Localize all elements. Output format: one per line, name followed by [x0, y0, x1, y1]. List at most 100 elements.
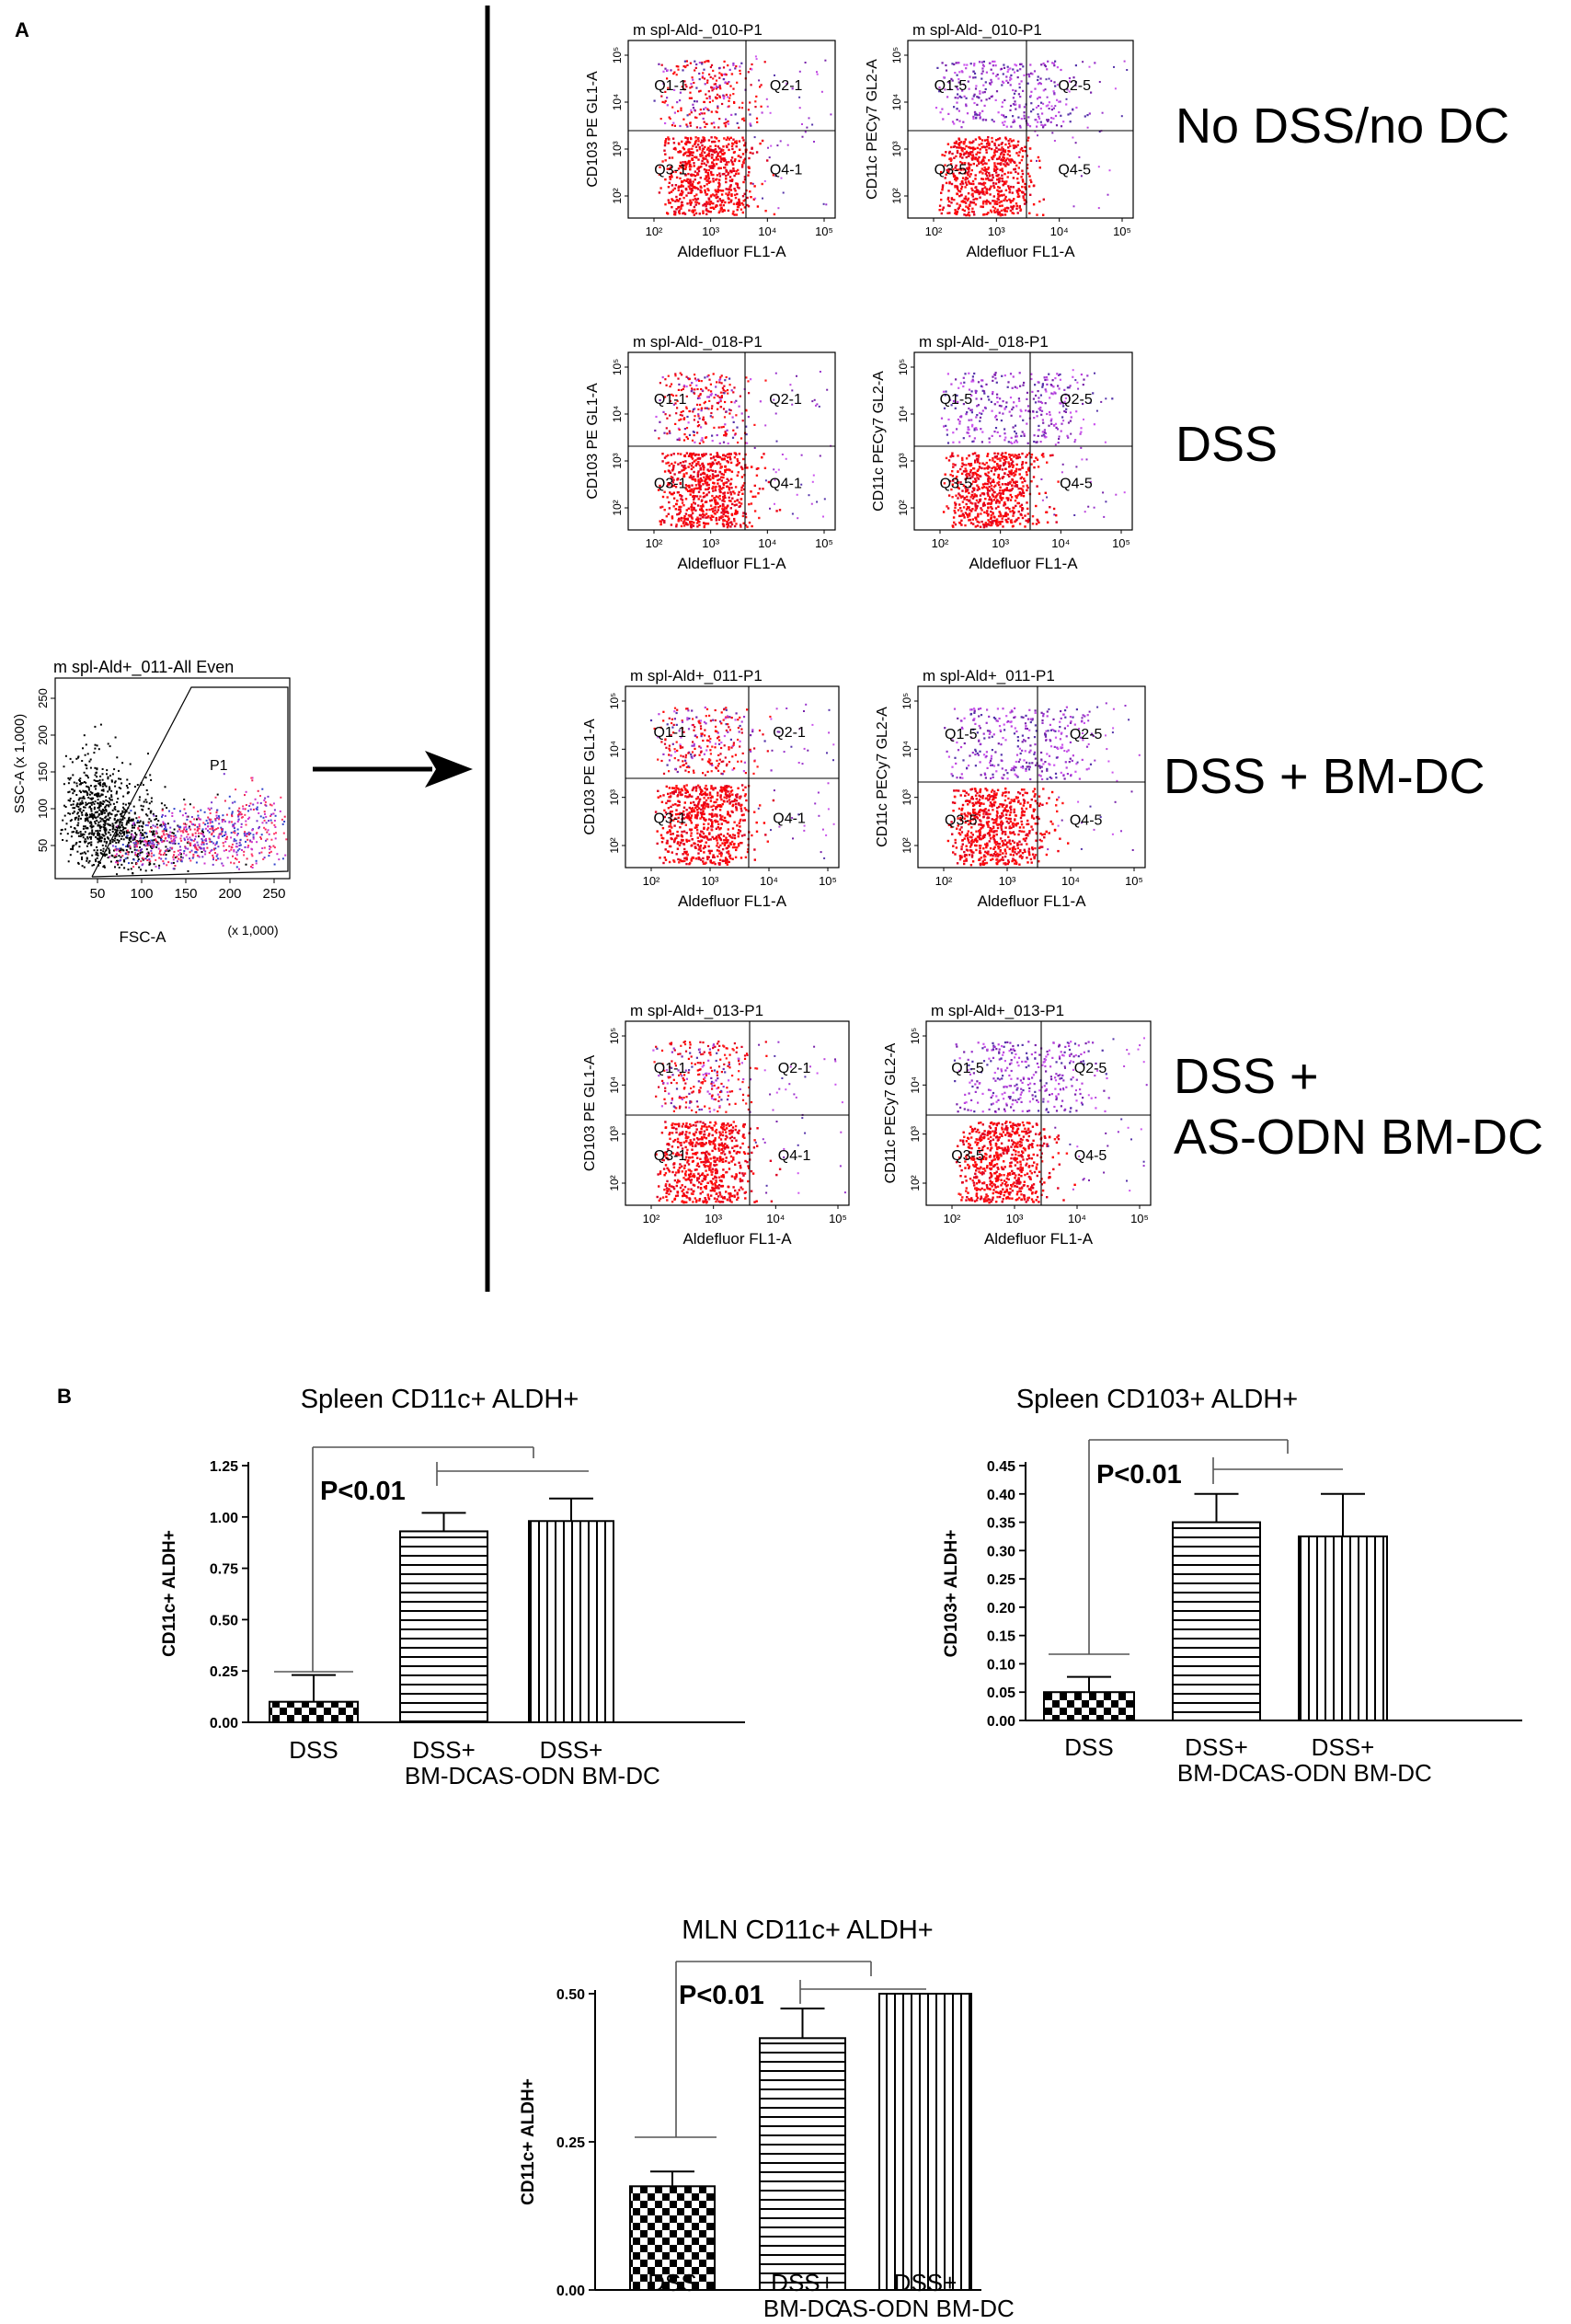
flow-y-tick: 10³ [608, 789, 621, 805]
flow-y-tick: 10⁵ [608, 693, 621, 709]
flow-x-tick: 10⁵ [815, 224, 833, 238]
flow-plot-title: m spl-Ald+_013-P1 [931, 1002, 1064, 1019]
flow-plot: Q1-1 Q2-1 Q3-1 Q4-1 m spl-Ald+_013-P1 10² 10³ 1… [582, 1002, 850, 1248]
quadrant-label: Q1-1 [654, 392, 687, 408]
category-label: BM-DC [763, 2295, 842, 2322]
flow-plot-title: m spl-Ald+_011-P1 [630, 667, 763, 685]
bar-chart-3: MLN CD11c+ ALDH+ CD11c+ ALDH+ 0.00 0.25 0.50… [519, 1916, 1015, 2322]
flow-x-tick: 10⁵ [829, 1212, 847, 1225]
flow-y-tick: 10⁴ [909, 1076, 922, 1094]
flow-x-tick: 10³ [702, 224, 719, 238]
flow-x-tick: 10³ [992, 536, 1009, 550]
flow-events [935, 60, 1129, 217]
flow-x-tick: 10⁴ [1051, 536, 1070, 550]
flow-y-tick: 10³ [900, 789, 913, 805]
category-label: DSS+ [771, 2269, 834, 2296]
flow-group-label: DSS + [1174, 1049, 1319, 1104]
quadrant-label: Q4-1 [773, 811, 806, 827]
chart-y-label: CD103+ ALDH+ [942, 1530, 961, 1658]
flow-x-tick: 10⁵ [1125, 874, 1143, 888]
flow-x-tick: 10⁴ [758, 224, 776, 238]
flow-y-tick: 10² [900, 837, 913, 853]
flow-x-tick: 10³ [988, 224, 1005, 238]
flow-x-label: Aldefluor FL1-A [682, 1230, 792, 1248]
flow-y-label: CD103 PE GL1-A [585, 383, 601, 500]
chart-title: Spleen CD103+ ALDH+ [1016, 1385, 1298, 1414]
quadrant-label: Q2-1 [773, 725, 806, 741]
quadrant-label: Q3-5 [940, 477, 973, 492]
flow-plot: Q1-1 Q2-1 Q3-1 Q4-1 m spl-Ald-_018-P1 10² 10³ 1… [585, 333, 836, 572]
flow-y-label: CD103 PE GL1-A [582, 1055, 598, 1172]
flow-y-tick: 10⁵ [890, 47, 903, 63]
quadrant-label: Q3-1 [654, 477, 687, 492]
flow-x-tick: 10² [935, 874, 953, 888]
flow-plot-frame [913, 351, 1133, 531]
quadrant-label: Q2-5 [1058, 78, 1091, 94]
quadrant-label: Q2-5 [1060, 392, 1093, 408]
chart-y-tick-label: 0.30 [987, 1544, 1015, 1559]
flow-plot-title: m spl-Ald+_013-P1 [630, 1002, 763, 1019]
chart-y-tick-label: 1.00 [210, 1511, 238, 1526]
gate-p1-boundary [91, 686, 289, 878]
bar [399, 1530, 488, 1723]
chart-y-tick-label: 0.05 [987, 1685, 1015, 1701]
chart-y-tick-label: 1.25 [210, 1459, 238, 1475]
flow-x-label: Aldefluor FL1-A [984, 1230, 1094, 1248]
quadrant-label: Q4-1 [769, 477, 802, 492]
significance-bracket: P<0.01 [1049, 1439, 1343, 1655]
flow-x-label: Aldefluor FL1-A [678, 892, 787, 910]
category-label: AS-ODN BM-DC [836, 2295, 1015, 2322]
flow-y-label: CD11c PECy7 GL2-A [875, 707, 890, 847]
quadrant-label: Q1-1 [654, 1061, 687, 1076]
chart-y-tick-label: 0.75 [210, 1562, 238, 1578]
gating-title: m spl-Ald+_011-All Even [53, 658, 234, 677]
flow-x-tick: 10³ [999, 874, 1016, 888]
flow-group-label: DSS [1175, 417, 1278, 472]
flow-y-tick: 10⁴ [608, 741, 621, 758]
quadrant-label: Q2-5 [1074, 1061, 1107, 1076]
flow-y-label: CD11c PECy7 GL2-A [871, 371, 887, 512]
flow-plot-title: m spl-Ald+_011-P1 [923, 667, 1055, 685]
flow-y-tick: 10⁴ [611, 406, 624, 423]
flow-group-1: Q1-1 Q2-1 Q3-1 Q4-1 m spl-Ald-_010-P1 10² 10³ 1… [585, 21, 1509, 260]
flow-y-tick: 10² [897, 500, 910, 515]
chart-y-tick-label: 0.50 [556, 1987, 585, 2003]
flow-plot-title: m spl-Ald-_010-P1 [912, 21, 1042, 39]
flow-y-tick: 10⁴ [890, 94, 903, 111]
flow-x-tick: 10⁴ [1050, 224, 1069, 238]
flow-plot-title: m spl-Ald-_010-P1 [633, 21, 763, 39]
chart-title: MLN CD11c+ ALDH+ [682, 1916, 933, 1945]
flow-x-tick: 10⁴ [1061, 874, 1080, 888]
flow-y-tick: 10⁵ [897, 359, 910, 375]
flow-y-tick: 10² [608, 1175, 621, 1191]
flow-y-tick: 10³ [897, 453, 910, 468]
flow-x-tick: 10³ [702, 536, 719, 550]
chart-y-tick-label: 0.50 [210, 1613, 238, 1628]
flow-y-label: CD103 PE GL1-A [582, 719, 598, 835]
bar [528, 1520, 614, 1724]
category-label: AS-ODN BM-DC [482, 1762, 660, 1789]
quadrant-label: Q1-5 [940, 392, 973, 408]
flow-x-tick: 10⁵ [1130, 1212, 1149, 1225]
flow-y-tick: 10⁵ [611, 359, 624, 375]
flow-plot-title: m spl-Ald-_018-P1 [919, 333, 1049, 351]
gating-events [60, 723, 288, 876]
flow-y-tick: 10⁴ [608, 1076, 621, 1094]
flow-y-tick: 10⁴ [611, 94, 624, 111]
flow-y-tick: 10² [611, 500, 624, 515]
chart-y-tick-label: 0.35 [987, 1516, 1015, 1532]
bar-chart-2: Spleen CD103+ ALDH+ CD103+ ALDH+ 0.00 0.05 0… [942, 1385, 1522, 1787]
flow-y-tick: 10³ [611, 453, 624, 468]
flow-y-tick: 10⁵ [611, 47, 624, 63]
chart-y-tick-label: 0.00 [210, 1716, 238, 1731]
chart-y-tick-label: 0.00 [987, 1714, 1015, 1730]
category-label: DSS+ [412, 1736, 476, 1764]
flow-x-tick: 10² [643, 874, 660, 888]
chart-y-tick-label: 0.45 [987, 1459, 1015, 1475]
panel-b-label: B [57, 1385, 72, 1408]
flow-group-label: No DSS/no DC [1175, 98, 1509, 154]
chart-y-tick-label: 0.25 [210, 1664, 238, 1680]
flow-y-tick: 10⁵ [900, 693, 913, 709]
bar [1298, 1535, 1388, 1722]
